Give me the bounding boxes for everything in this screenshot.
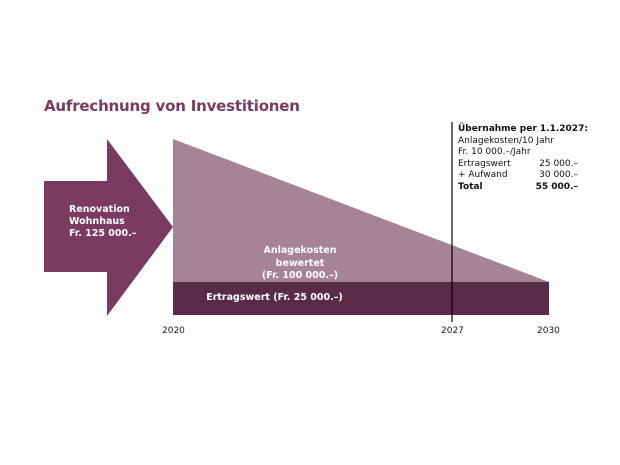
info-row-total: Total 55 000.– xyxy=(458,182,578,194)
arrow-label-line: Wohnhaus xyxy=(69,216,125,227)
depreciation-triangle xyxy=(173,139,549,283)
tick-2027: 2027 xyxy=(441,326,464,336)
info-row-label: Ertragswert xyxy=(458,158,511,169)
diagram-title: Aufrechnung von Investitionen xyxy=(44,97,300,115)
info-row: Ertragswert 25 000.– xyxy=(458,159,578,171)
triangle-label-line: Anlagekosten bewertet xyxy=(263,245,337,269)
info-line: Anlagekosten/10 Jahr xyxy=(458,135,554,146)
tick-2030: 2030 xyxy=(537,326,560,336)
ertragswert-bar xyxy=(173,282,549,315)
triangle-label: Anlagekosten bewertet (Fr. 100 000.–) xyxy=(240,245,360,283)
triangle-label-line: (Fr. 100 000.–) xyxy=(261,270,339,281)
info-line: Fr. 10 000.–/Jahr xyxy=(458,147,531,157)
info-row-label: Total xyxy=(458,181,483,192)
arrow-label: Renovation Wohnhaus Fr. 125 000.– xyxy=(44,204,137,240)
renovation-arrow xyxy=(44,139,173,316)
tick-2020: 2020 xyxy=(162,326,185,336)
info-row-value: 25 000.– xyxy=(539,158,578,169)
info-row: + Aufwand 30 000.– xyxy=(458,170,578,182)
info-row-value: 55 000.– xyxy=(535,181,578,192)
info-row-value: 30 000.– xyxy=(539,170,578,180)
info-row-label: + Aufwand xyxy=(458,170,508,180)
info-heading: Übernahme per 1.1.2027: xyxy=(458,124,588,134)
arrow-label-line: Renovation xyxy=(69,204,130,215)
arrow-label-line: Fr. 125 000.– xyxy=(69,228,137,239)
bar-label: Ertragswert (Fr. 25 000.–) xyxy=(206,292,343,303)
takeover-info-box: Übernahme per 1.1.2027: Anlagekosten/10 … xyxy=(458,124,588,193)
